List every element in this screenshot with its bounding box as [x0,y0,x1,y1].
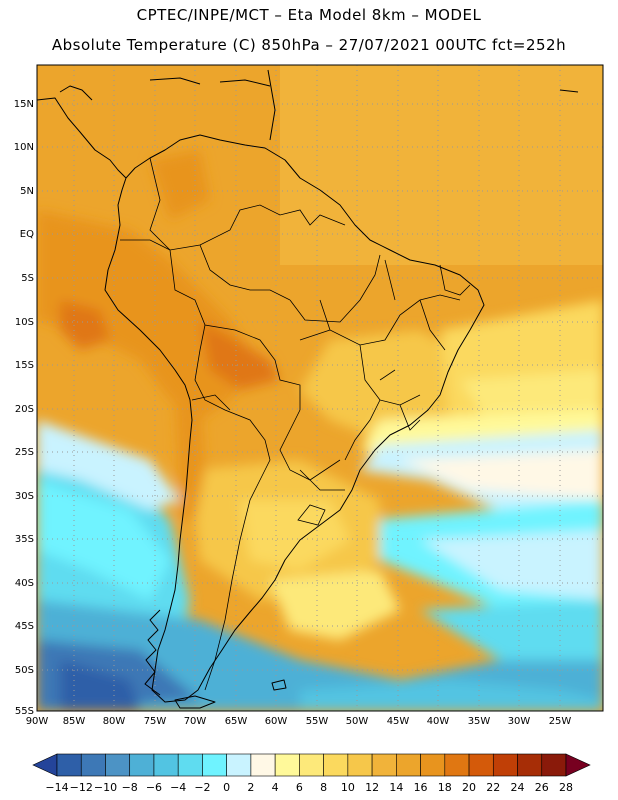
colorbar-label: 28 [559,781,573,794]
coastlines [37,69,579,709]
colorbar-label: 12 [365,781,379,794]
lat-label: 10S [15,317,34,328]
lon-label: 75W [144,716,167,727]
colorbar-swatch [129,753,155,777]
colorbar-label: 18 [438,781,452,794]
colorbar-label: −8 [122,781,138,794]
lon-label: 90W [26,716,49,727]
lat-label: 50S [15,665,34,676]
colorbar-swatch [153,753,179,777]
colorbar-label: 10 [341,781,355,794]
colorbar-label: 14 [389,781,403,794]
colorbar-swatch [541,753,567,777]
colorbar-swatch [56,753,82,777]
colorbar-swatch [396,753,421,777]
lon-label: 65W [225,716,248,727]
lon-label: 45W [387,716,410,727]
colorbar-label: 4 [272,781,279,794]
lat-label: 10N [14,142,34,153]
colorbar-swatch [80,753,106,777]
lat-label: 40S [15,578,34,589]
lat-label: 15N [14,99,34,110]
colorbar-swatch [420,753,446,777]
colorbar-swatch [274,753,300,777]
lon-label: 85W [63,716,86,727]
lon-label: 60W [265,716,288,727]
colorbar-swatch [250,753,276,777]
colorbar-low-arrow [32,753,58,777]
lat-label: 5N [20,186,34,197]
colorbar-label: −2 [194,781,210,794]
colorbar-swatch [468,753,494,777]
colorbar-swatch [226,753,252,777]
colorbar-swatch [105,753,131,777]
lon-label: 80W [103,716,126,727]
colorbar-label: −6 [146,781,162,794]
longitude-labels: 90W 85W 80W 75W 70W 65W 60W 55W 50W 45W … [26,716,572,727]
lon-label: 50W [346,716,369,727]
lat-label: 45S [15,621,34,632]
colorbar-label: 22 [486,781,500,794]
colorbar: −14 −12 −10 −8 −6 −4 −2 0 2 4 6 8 10 12 14 16 18 20 22 24 26… [32,753,591,794]
map-frame [36,64,604,712]
colorbar-label: 0 [223,781,230,794]
lat-label: 25S [15,447,34,458]
colorbar-label: −12 [70,781,93,794]
map-subtitle: Absolute Temperature (C) 850hPa – 27/07/… [51,36,567,54]
lat-label: 35S [15,534,34,545]
colorbar-swatch [177,753,203,777]
lon-label: 70W [184,716,207,727]
colorbar-label: 8 [320,781,327,794]
map-title: CPTEC/INPE/MCT – Eta Model 8km – MODEL [136,6,482,24]
colorbar-label: 6 [296,781,303,794]
colorbar-swatch [492,753,518,777]
lon-label: 25W [549,716,572,727]
colorbar-label: 20 [462,781,476,794]
temperature-field [37,65,603,711]
colorbar-swatch [347,753,373,777]
lat-label: 20S [15,404,34,415]
colorbar-label: 24 [511,781,525,794]
country-borders [120,157,471,691]
colorbar-label: 2 [247,781,254,794]
colorbar-label: −4 [170,781,186,794]
colorbar-label: −14 [45,781,68,794]
colorbar-label: −10 [94,781,117,794]
lon-label: 40W [427,716,450,727]
lon-label: 55W [306,716,329,727]
colorbar-swatch [202,753,227,777]
latitude-labels: 15N 10N 5N EQ 5S 10S 15S 20S 25S 30S 35S… [14,99,34,717]
colorbar-swatch [323,753,349,777]
lat-label: 15S [15,360,34,371]
lat-label: EQ [20,229,34,240]
lon-label: 35W [468,716,491,727]
lon-label: 30W [508,716,531,727]
colorbar-high-arrow [565,753,591,777]
lat-label: 55S [15,706,34,717]
colorbar-swatch [299,753,324,777]
colorbar-swatch [444,753,470,777]
lat-label: 30S [15,491,34,502]
lat-label: 5S [21,273,34,284]
colorbar-label: 16 [414,781,428,794]
colorbar-label: 26 [535,781,549,794]
colorbar-swatch [517,753,543,777]
colorbar-swatch [371,753,397,777]
